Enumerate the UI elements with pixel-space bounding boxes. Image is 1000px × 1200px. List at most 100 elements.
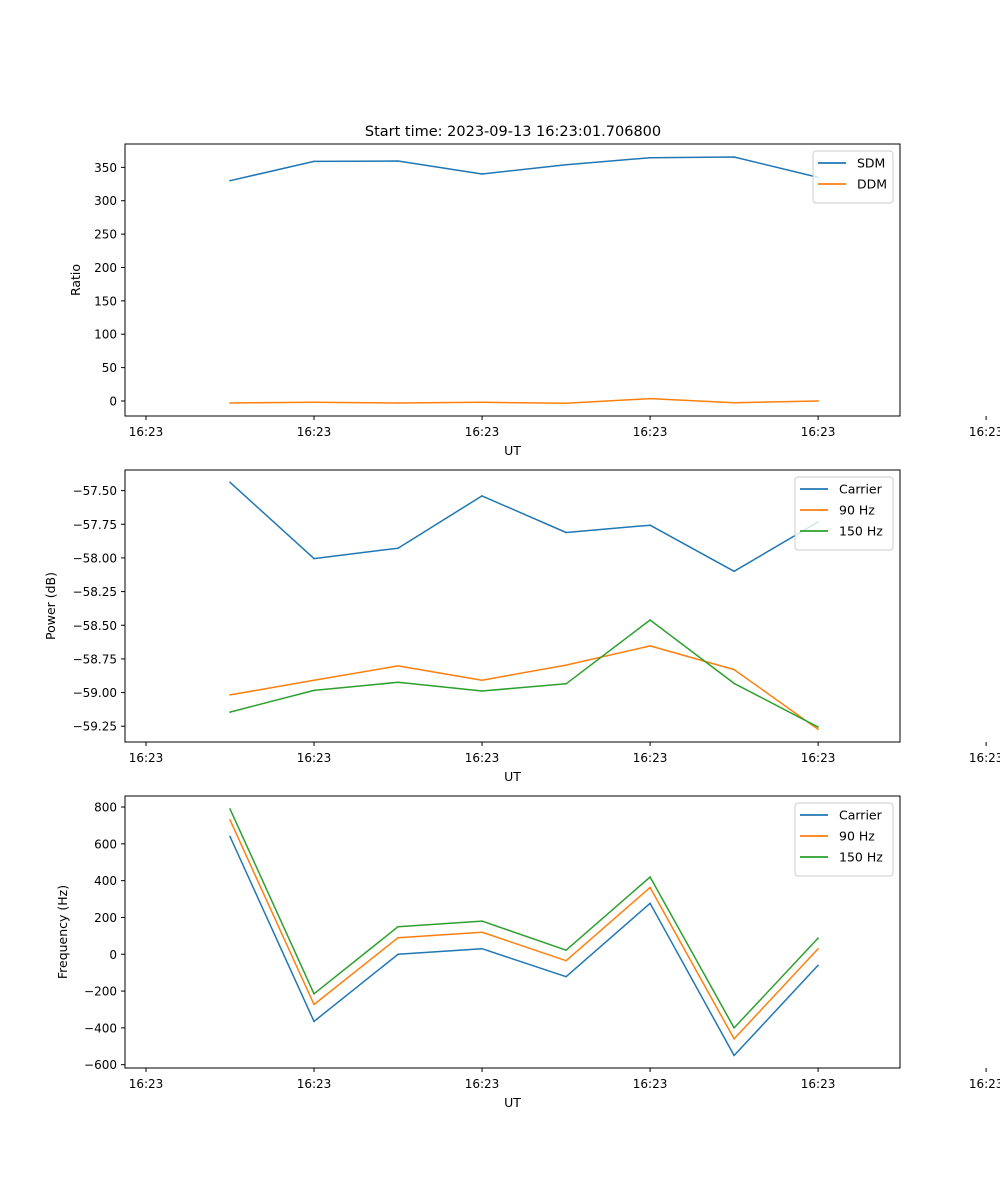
data-point-carrier — [229, 481, 231, 484]
y-tick-label: −200 — [84, 985, 117, 999]
x-tick-label: 16:23 — [633, 1077, 668, 1091]
data-point-150-hz — [817, 937, 819, 939]
data-point-ddm — [565, 402, 567, 405]
data-point-ddm — [397, 402, 399, 404]
y-tick-label: −58.50 — [73, 619, 117, 633]
legend: Carrier 90 Hz 150 Hz — [794, 802, 894, 877]
x-tick-label: 16:23 — [801, 1077, 836, 1091]
data-point-90-hz — [313, 1003, 315, 1006]
data-point-150-hz — [565, 949, 567, 952]
data-point-150-hz — [229, 808, 231, 810]
series-line-sdm — [229, 156, 819, 182]
data-point-90-hz — [313, 679, 315, 682]
y-axis-label: Frequency (Hz) — [55, 885, 70, 979]
data-point-ddm — [817, 400, 819, 402]
y-tick-label: 200 — [94, 261, 117, 275]
data-point-150-hz — [397, 925, 399, 928]
data-point-150-hz — [229, 711, 231, 713]
data-point-90-hz — [733, 1038, 735, 1040]
data-point-150-hz — [817, 726, 819, 728]
y-tick-label: 100 — [94, 328, 117, 342]
x-tick-label: 16:23 — [465, 1077, 500, 1091]
data-point-90-hz — [481, 931, 483, 933]
legend: Carrier 90 Hz 150 Hz — [794, 476, 894, 551]
data-point-carrier — [565, 531, 567, 534]
legend-label-carrier: Carrier — [839, 808, 883, 823]
data-point-carrier — [229, 835, 231, 838]
x-tick-label: 16:23 — [633, 751, 668, 765]
data-point-carrier — [733, 1054, 735, 1057]
axes-frame — [124, 469, 901, 743]
data-point-150-hz — [649, 619, 651, 621]
series-line-90-hz — [229, 645, 819, 730]
x-tick-label: 16:23 — [129, 425, 164, 439]
data-point-150-hz — [733, 1027, 735, 1029]
data-point-carrier — [565, 975, 567, 978]
x-tick-label: 16:23 — [969, 751, 1000, 765]
data-point-carrier — [649, 902, 651, 905]
data-point-sdm — [733, 156, 735, 158]
data-point-carrier — [397, 547, 399, 550]
y-tick-label: −400 — [84, 1021, 117, 1035]
y-tick-label: −58.75 — [73, 652, 117, 666]
panel-3: 16:2316:2316:2316:2316:2316:2316:24UT800… — [55, 795, 1000, 1110]
y-tick-label: −58.25 — [73, 585, 117, 599]
x-tick-label: 16:23 — [297, 751, 332, 765]
y-tick-label: −57.50 — [73, 484, 117, 498]
y-tick-label: 150 — [94, 294, 117, 308]
data-point-carrier — [313, 557, 315, 560]
y-tick-label: 300 — [94, 194, 117, 208]
series-line-90-hz — [229, 819, 819, 1040]
y-tick-label: 800 — [94, 801, 117, 815]
data-point-90-hz — [397, 936, 399, 939]
y-tick-label: −57.75 — [73, 518, 117, 532]
legend-label-90-hz: 90 Hz — [839, 503, 875, 518]
x-tick-label: 16:23 — [129, 751, 164, 765]
panel-2: 16:2316:2316:2316:2316:2316:2316:24UT−57… — [43, 469, 1000, 784]
data-point-90-hz — [649, 886, 651, 889]
x-tick-label: 16:23 — [801, 751, 836, 765]
legend-label-carrier: Carrier — [839, 482, 883, 497]
data-point-150-hz — [397, 681, 399, 684]
data-point-90-hz — [817, 728, 819, 731]
x-axis-label: UT — [504, 1095, 521, 1110]
legend-label-150-hz: 150 Hz — [839, 524, 883, 539]
x-axis-label: UT — [504, 443, 521, 458]
y-tick-label: 350 — [94, 161, 117, 175]
data-point-90-hz — [649, 645, 651, 647]
x-tick-label: 16:23 — [465, 425, 500, 439]
legend: SDM DDM — [812, 150, 894, 204]
panel-1: 16:2316:2316:2316:2316:2316:2316:24UT050… — [68, 143, 1000, 458]
data-point-carrier — [481, 947, 483, 950]
y-tick-label: 200 — [94, 911, 117, 925]
data-point-150-hz — [313, 993, 315, 995]
data-point-sdm — [229, 179, 231, 182]
legend-label-150-hz: 150 Hz — [839, 850, 883, 865]
data-point-150-hz — [481, 690, 483, 692]
figure-title: Start time: 2023-09-13 16:23:01.706800 — [365, 124, 661, 140]
data-point-carrier — [313, 1020, 315, 1023]
data-point-90-hz — [397, 665, 399, 667]
series-line-carrier — [229, 481, 819, 573]
series-line-ddm — [229, 397, 819, 405]
data-point-ddm — [481, 401, 483, 404]
series-line-150-hz — [229, 808, 819, 1029]
data-point-ddm — [733, 401, 735, 404]
axes-frame — [124, 795, 901, 1069]
x-tick-label: 16:23 — [297, 425, 332, 439]
y-tick-label: 0 — [109, 394, 117, 408]
y-tick-label: 250 — [94, 228, 117, 242]
data-point-90-hz — [565, 664, 567, 666]
series-line-150-hz — [229, 619, 819, 728]
data-point-90-hz — [229, 819, 231, 821]
y-tick-label: 0 — [109, 948, 117, 962]
x-tick-label: 16:23 — [969, 425, 1000, 439]
data-point-150-hz — [565, 683, 567, 685]
data-point-carrier — [649, 524, 651, 527]
x-tick-label: 16:23 — [297, 1077, 332, 1091]
y-axis-label: Ratio — [68, 264, 83, 296]
data-point-150-hz — [649, 876, 651, 878]
y-tick-label: −600 — [84, 1058, 117, 1072]
data-point-carrier — [817, 964, 819, 967]
